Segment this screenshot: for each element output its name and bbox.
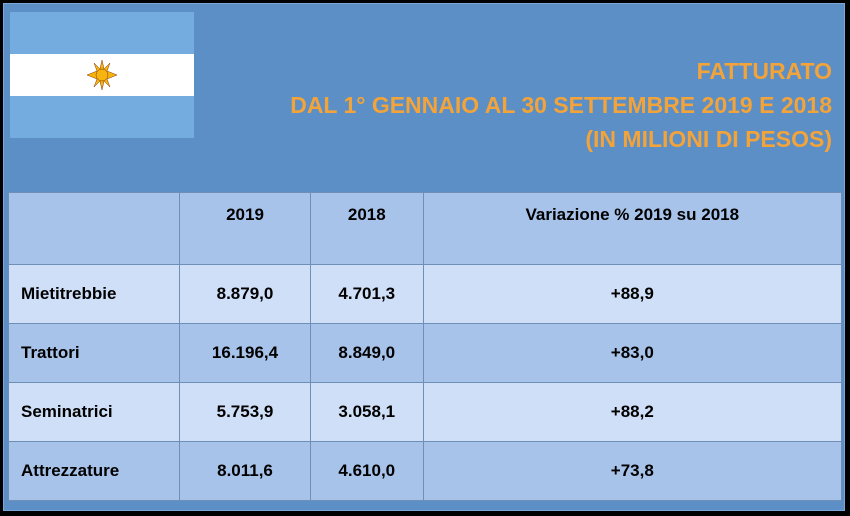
flag <box>10 12 194 138</box>
cell: 8.849,0 <box>310 323 424 383</box>
table-row: Trattori 16.196,4 8.849,0 +83,0 <box>8 323 843 383</box>
table-row: Mietitrebbie 8.879,0 4.701,3 +88,9 <box>8 264 843 324</box>
cell: 5.753,9 <box>179 382 311 442</box>
cell: 16.196,4 <box>179 323 311 383</box>
column-header: Variazione % 2019 su 2018 <box>422 192 843 265</box>
cell: +88,9 <box>422 264 843 324</box>
cell: 4.610,0 <box>310 441 424 501</box>
corner-cell <box>8 192 180 265</box>
row-label: Attrezzature <box>8 441 180 501</box>
column-header: 2019 <box>179 192 311 265</box>
cell: 8.879,0 <box>179 264 311 324</box>
cell: 8.011,6 <box>179 441 311 501</box>
row-label: Seminatrici <box>8 382 180 442</box>
column-header: 2018 <box>310 192 424 265</box>
table-row: Seminatrici 5.753,9 3.058,1 +88,2 <box>8 382 843 442</box>
slide: FATTURATO DAL 1° GENNAIO AL 30 SETTEMBRE … <box>3 3 845 511</box>
title-line: FATTURATO <box>696 58 832 84</box>
cell: +73,8 <box>422 441 843 501</box>
row-label: Trattori <box>8 323 180 383</box>
header-row: 2019 2018 Variazione % 2019 su 2018 <box>8 192 843 265</box>
row-label: Mietitrebbie <box>8 264 180 324</box>
cell: 3.058,1 <box>310 382 424 442</box>
table-row: Attrezzature 8.011,6 4.610,0 +73,8 <box>8 441 843 501</box>
cell: 4.701,3 <box>310 264 424 324</box>
cell: +83,0 <box>422 323 843 383</box>
title: FATTURATO DAL 1° GENNAIO AL 30 SETTEMBRE … <box>290 54 832 156</box>
data-table: 2019 2018 Variazione % 2019 su 2018 Mietitr… <box>8 192 843 501</box>
cell: +88,2 <box>422 382 843 442</box>
title-line: DAL 1° GENNAIO AL 30 SETTEMBRE 2019 E 20… <box>290 92 832 118</box>
title-line: (IN MILIONI DI PESOS) <box>585 126 832 152</box>
